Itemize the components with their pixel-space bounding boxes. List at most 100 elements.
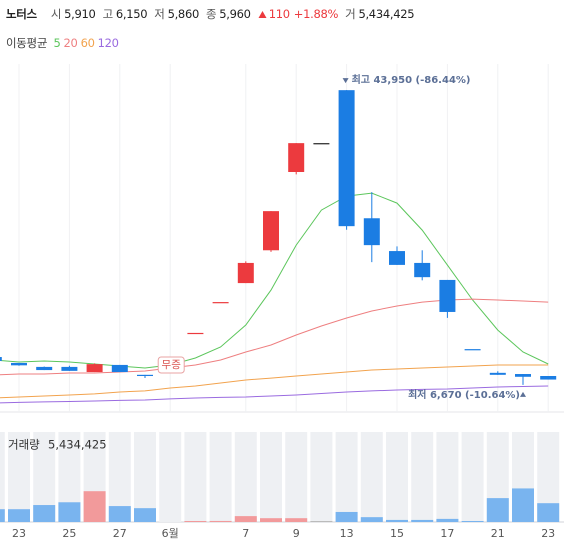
volume-panel (0, 432, 560, 522)
ma-legend-entry: 120 (97, 36, 119, 50)
high-value: 6,150 (115, 7, 148, 21)
candle-body (237, 262, 254, 284)
candle-body (288, 143, 305, 172)
candle-body (111, 364, 128, 373)
change-value: 110 (268, 7, 290, 21)
candle-body (263, 211, 279, 251)
halt-box (157, 356, 185, 374)
volume-title: 거래량 (8, 438, 40, 452)
volume-bar (33, 505, 56, 522)
ma-line (0, 192, 549, 369)
volume-bar (83, 491, 106, 522)
volume-bar (234, 516, 257, 522)
volume-bar (285, 518, 308, 522)
volume-background (0, 432, 5, 522)
volume-background (411, 432, 434, 522)
candle-body (338, 90, 355, 227)
x-tick-label: 15 (390, 527, 404, 540)
volume-bar (134, 508, 156, 522)
volume-bar (209, 520, 232, 522)
volume-label: 거 (345, 7, 356, 21)
volume-background (386, 432, 408, 522)
volume-bar (386, 519, 408, 522)
volume-bar (58, 502, 81, 522)
candle-body (187, 332, 204, 335)
ma-legend-entry: 60 (80, 36, 95, 50)
x-tick-label: 7 (242, 527, 249, 540)
candle-body (363, 218, 380, 246)
volume-background (335, 432, 358, 522)
volume-bar (411, 519, 434, 522)
candle-body (0, 357, 2, 361)
volume-bar (537, 503, 560, 522)
ma-legend-title: 이동평균 (6, 36, 48, 50)
volume-bar (461, 521, 484, 522)
candle-body (464, 349, 481, 351)
volume-background (58, 432, 81, 522)
ma-legend-entry: 20 (63, 36, 78, 50)
ma-line (0, 385, 549, 404)
candle-body (313, 143, 330, 145)
x-tick-label: 9 (293, 527, 300, 540)
stock-name: 노터스 (6, 7, 37, 21)
volume-background (33, 432, 56, 522)
close-value: 5,960 (219, 7, 251, 21)
open-value: 5,910 (64, 7, 96, 21)
volume-bar (512, 488, 534, 522)
volume-title-value: 5,434,425 (48, 438, 107, 452)
candle-body (540, 376, 557, 380)
moving-averages (0, 192, 549, 404)
x-tick-label: 23 (12, 527, 26, 540)
volume-bar (310, 521, 333, 522)
candle-body (137, 374, 153, 377)
candles (0, 90, 557, 385)
volume-background (285, 432, 308, 522)
ma-legend-entry: 5 (53, 36, 61, 50)
candle-body (515, 374, 531, 377)
volume-bar (436, 518, 459, 522)
x-tick-label: 17 (440, 527, 454, 540)
volume-bar (0, 509, 5, 522)
candle-body (439, 279, 456, 312)
volume-background (184, 432, 207, 522)
ma-line (0, 364, 549, 399)
volume-background (310, 432, 333, 522)
volume-background (8, 432, 30, 522)
close-label: 종 (206, 7, 217, 21)
x-tick-label: 13 (340, 527, 354, 540)
low-value: 5,860 (167, 7, 200, 21)
low-annotation: 최저 6,670 (-10.64%) (408, 388, 520, 401)
high-annotation: 최고 43,950 (-86.44%) (352, 73, 471, 86)
candle-body (389, 251, 405, 265)
volume-background (436, 432, 459, 522)
up-arrow-icon (258, 10, 267, 18)
x-tick-label: 23 (541, 527, 555, 540)
x-axis: 23 25 27 6월 7 9 13 15 17 21 23 (12, 527, 555, 540)
candle-body (212, 302, 229, 304)
high-marker (342, 78, 349, 84)
x-tick-label: 6월 (162, 527, 179, 540)
volume-background (234, 432, 257, 522)
open-label: 시 (50, 7, 62, 21)
candle-body (489, 372, 506, 375)
candle-body (36, 366, 53, 371)
volume-background (134, 432, 156, 522)
high-label: 고 (102, 7, 114, 21)
volume-background (360, 432, 383, 522)
ma-line (0, 298, 549, 376)
volume-bar (335, 511, 358, 522)
low-marker (520, 391, 526, 397)
volume-bar (486, 498, 509, 522)
x-tick-label: 27 (113, 527, 127, 540)
volume-bar (260, 518, 282, 522)
ma-legend: 이동평균 5 20 60 120 (6, 35, 122, 51)
volume-bar (108, 506, 131, 522)
low-label: 저 (154, 7, 165, 21)
volume-value: 5,434,425 (358, 7, 415, 21)
candle-body (414, 262, 431, 278)
price-header: 노터스 시 5,910 고 6,150 저 5,860 종 5,960 110 … (6, 6, 421, 22)
halt-label: 무증 (162, 359, 182, 371)
volume-background (159, 432, 182, 522)
